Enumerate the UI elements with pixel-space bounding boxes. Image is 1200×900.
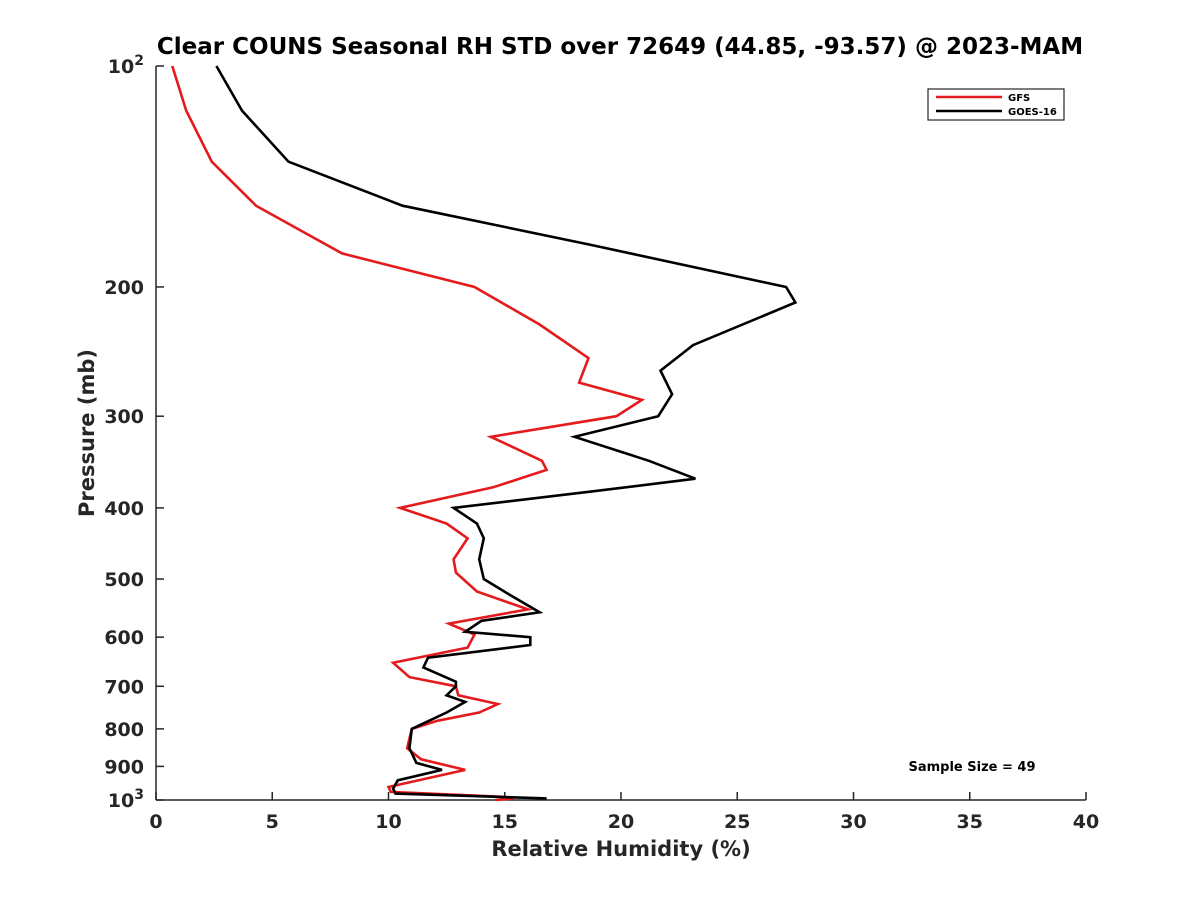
x-tick-label: 30: [840, 811, 866, 833]
legend-box: [927, 88, 1065, 121]
x-tick-label: 0: [149, 811, 162, 833]
series-line-gfs: [171, 65, 646, 802]
x-tick-label: 20: [608, 811, 634, 833]
chart-title: Clear COUNS Seasonal RH STD over 72649 (…: [157, 34, 1083, 60]
x-tick-label: 10: [375, 811, 401, 833]
x-tick-label: 25: [724, 811, 750, 833]
x-tick-label: 5: [266, 811, 279, 833]
x-tick-label: 15: [492, 811, 518, 833]
y-tick-label: 700: [104, 676, 144, 698]
series-line-goes-16: [215, 65, 798, 800]
x-ticks: 0 5 10 15 20 25 30 35 40: [149, 792, 1099, 833]
sample-size-annotation: Sample Size = 49: [908, 760, 1035, 775]
y-tick-label: 102: [108, 53, 144, 78]
y-ticks: 102 200 300 400 500 600 700 800 900 103: [104, 53, 164, 812]
y-tick-label: 103: [108, 787, 144, 812]
x-tick-label: 35: [957, 811, 983, 833]
y-tick-label: 500: [104, 569, 144, 591]
x-tick-label: 40: [1073, 811, 1099, 833]
series-layer: [171, 65, 798, 802]
legend: GFS GOES-16: [927, 88, 1065, 121]
legend-label-goes16: GOES-16: [1008, 107, 1057, 118]
y-tick-label: 800: [104, 719, 144, 741]
y-tick-label: 200: [104, 277, 144, 299]
y-tick-label: 900: [104, 756, 144, 778]
y-tick-label: 600: [104, 627, 144, 649]
legend-label-gfs: GFS: [1008, 93, 1030, 104]
x-axis-label: Relative Humidity (%): [491, 837, 750, 861]
plot-area: [155, 66, 1086, 801]
y-axis-label: Pressure (mb): [75, 349, 99, 517]
y-tick-label: 300: [104, 406, 144, 428]
y-tick-label: 400: [104, 498, 144, 520]
